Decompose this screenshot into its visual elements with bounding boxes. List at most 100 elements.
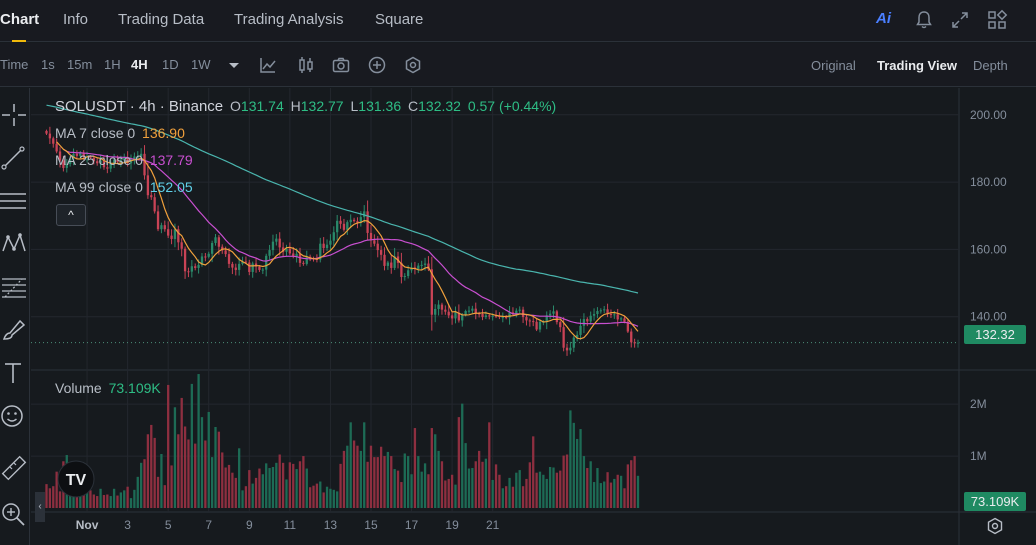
- volume-bar: [261, 474, 264, 508]
- candle-body: [613, 314, 616, 316]
- volume-bar: [336, 491, 339, 508]
- volume-bar: [501, 488, 504, 508]
- settings-icon[interactable]: [403, 55, 423, 75]
- bell-icon[interactable]: [913, 9, 935, 31]
- volume-bar: [623, 488, 626, 508]
- tab-square[interactable]: Square: [375, 11, 424, 28]
- volume-bar: [366, 461, 369, 508]
- add-indicator-icon[interactable]: [367, 55, 387, 75]
- candle-body: [410, 267, 413, 271]
- interval-1s[interactable]: 1s: [41, 57, 55, 72]
- candle-body: [156, 211, 160, 230]
- candle-body: [548, 313, 552, 316]
- candle-body: [123, 157, 126, 161]
- volume-bar: [325, 486, 329, 508]
- candle-type-icon[interactable]: [296, 55, 316, 75]
- crosshair-icon[interactable]: [0, 100, 28, 130]
- volume-bar: [363, 422, 366, 508]
- horizontal-lines-icon[interactable]: [0, 186, 28, 216]
- grid-icon[interactable]: [986, 9, 1008, 31]
- trend-line-icon[interactable]: [0, 143, 28, 173]
- volume-bar: [194, 443, 197, 508]
- pattern-icon[interactable]: [0, 229, 28, 259]
- ohlc-legend: SOLUSDT · 4h · Binance O131.74 H132.77 L…: [55, 98, 559, 115]
- interval-15m[interactable]: 15m: [67, 57, 93, 72]
- interval-1d[interactable]: 1D: [162, 57, 179, 72]
- tab-info[interactable]: Info: [63, 11, 89, 28]
- zoom-in-icon[interactable]: [0, 499, 28, 529]
- candle-body: [45, 130, 48, 134]
- time-tick-label: 7: [205, 518, 212, 532]
- interval-dropdown-icon[interactable]: [224, 55, 244, 75]
- volume-tick-label: 2M: [970, 397, 987, 411]
- candle-body: [603, 309, 606, 311]
- ai-icon[interactable]: Ai: [876, 10, 891, 27]
- candle-body: [515, 310, 518, 314]
- volume-bar: [532, 436, 535, 508]
- candle-body: [366, 211, 369, 233]
- tab-chart[interactable]: Chart: [0, 11, 40, 28]
- candle-body: [89, 156, 92, 158]
- volume-bar: [572, 422, 575, 508]
- text-tool-icon[interactable]: [0, 358, 28, 388]
- candle-body: [187, 271, 190, 273]
- open-label: O: [230, 98, 241, 114]
- candle-body: [96, 161, 99, 164]
- candle-body: [403, 276, 406, 278]
- interval-1w[interactable]: 1W: [191, 57, 211, 72]
- candle-body: [52, 138, 55, 144]
- candle-body: [146, 175, 150, 196]
- scroll-left-handle[interactable]: ‹: [35, 492, 45, 522]
- candle-body: [626, 321, 630, 332]
- volume-bar: [136, 476, 139, 508]
- expand-icon[interactable]: [949, 9, 971, 31]
- ma99-value: 152.05: [149, 179, 193, 195]
- volume-bar: [210, 457, 214, 508]
- tab-trading-analysis[interactable]: Trading Analysis: [234, 11, 344, 28]
- volume-bar: [52, 486, 55, 508]
- view-depth[interactable]: Depth: [973, 58, 1008, 73]
- time-label: Time: [0, 57, 29, 72]
- candle-body: [383, 254, 386, 266]
- collapse-legend-button[interactable]: ^: [56, 204, 86, 226]
- interval-4h[interactable]: 4H: [131, 57, 148, 72]
- volume-bar: [576, 438, 579, 508]
- volume-bar: [562, 455, 565, 508]
- volume-bar: [596, 468, 599, 508]
- view-trading-view[interactable]: Trading View: [877, 58, 957, 73]
- candle-body: [278, 238, 281, 248]
- ruler-icon[interactable]: [0, 454, 28, 484]
- volume-bar: [79, 491, 82, 508]
- close-value: 132.32: [418, 98, 461, 114]
- brush-icon[interactable]: [0, 315, 28, 345]
- emoji-icon[interactable]: [0, 401, 28, 431]
- candle-body: [390, 262, 393, 268]
- candle-body: [407, 270, 410, 277]
- volume-bar: [96, 496, 99, 508]
- ma7-line: [56, 141, 639, 340]
- volume-bar: [616, 474, 619, 508]
- candle-body: [501, 317, 504, 319]
- candlestick-chart[interactable]: 200.00 180.00 160.00 140.00 2M 1M Nov 3 5 7 9 11 13 1…: [31, 88, 1036, 545]
- volume-bar: [308, 487, 312, 508]
- candle-body: [545, 315, 548, 322]
- candle-body: [163, 225, 166, 230]
- chart-settings-icon[interactable]: [985, 516, 1005, 536]
- candle-body: [430, 269, 433, 315]
- ma99-legend: MA 99 close 0 152.05: [55, 179, 196, 195]
- volume-bar: [400, 482, 403, 508]
- view-original[interactable]: Original: [811, 58, 856, 73]
- volume-value: 73.109K: [108, 380, 161, 396]
- indicator-line-icon[interactable]: [258, 55, 278, 75]
- ma25-value: 137.79: [149, 152, 193, 168]
- interval-1h[interactable]: 1H: [104, 57, 121, 72]
- volume-legend: Volume 73.109K: [55, 380, 164, 396]
- tab-trading-data[interactable]: Trading Data: [118, 11, 205, 28]
- candle-body: [167, 229, 170, 236]
- time-tick-label: 3: [124, 518, 131, 532]
- candle-body: [69, 158, 72, 164]
- ma25-line: [63, 148, 639, 327]
- fib-retracement-icon[interactable]: [0, 272, 28, 302]
- camera-icon[interactable]: [331, 55, 351, 75]
